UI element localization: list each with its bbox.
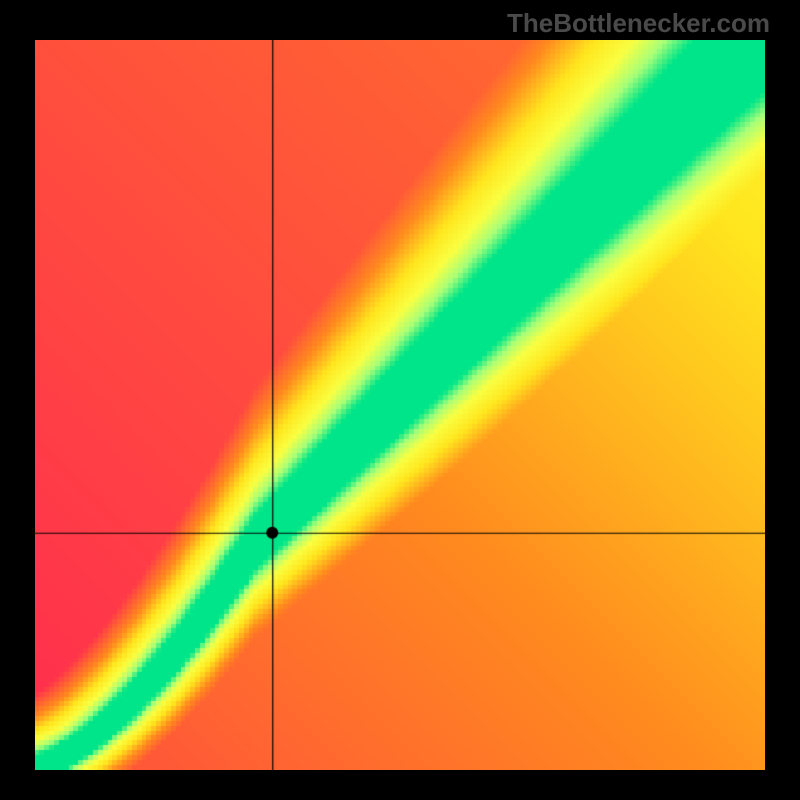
watermark-text: TheBottlenecker.com: [507, 8, 770, 39]
bottleneck-heatmap: [35, 40, 765, 770]
chart-container: TheBottlenecker.com: [0, 0, 800, 800]
